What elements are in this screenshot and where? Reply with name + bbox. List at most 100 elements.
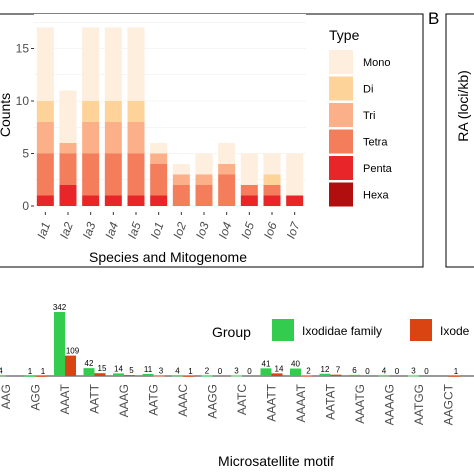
data-label-ixodidae: 342 <box>53 303 67 312</box>
bar-AGG-ixodidae <box>24 375 36 377</box>
panel-a-plot-area <box>34 14 306 212</box>
bar-Ia3-tri <box>82 122 100 154</box>
bar-Io6-tetra <box>263 185 281 196</box>
bar-Io6-mono <box>263 153 281 175</box>
bar-Io5-mono <box>240 153 258 185</box>
x-tick-label-Io7: Io7 <box>284 219 303 241</box>
bar-Ia2-tri <box>59 143 77 154</box>
data-label-ixode: 0 <box>247 367 252 376</box>
bar-Ia2-tetra <box>59 153 77 185</box>
bar-Io2-tri <box>172 174 190 185</box>
bar-Io7-mono <box>286 153 304 196</box>
panel-c-legend-title: Group <box>212 324 251 340</box>
bar-AATAT-ixode <box>330 374 342 376</box>
bar-Io4-tetra <box>218 174 236 206</box>
bar-AAAG-ixode <box>124 375 135 377</box>
panel-a-y-axis-title: Counts <box>0 93 13 137</box>
data-label-ixode: 3 <box>159 366 164 375</box>
bar-Ia4-tri <box>104 122 122 154</box>
bar-AATG-ixodidae <box>142 373 154 376</box>
data-label-ixodidae: 3 <box>411 366 416 375</box>
bar-AAATG-ixodidae <box>349 374 360 376</box>
x-tick-label-Io6: Io6 <box>261 220 280 241</box>
legend-label-hexa: Hexa <box>363 190 390 202</box>
data-label-ixodidae: 4 <box>0 366 3 375</box>
data-label-ixode: 0 <box>365 367 370 376</box>
y-tick-label: 5 <box>22 147 29 161</box>
bar-AAATT-ixodidae <box>260 368 272 376</box>
bar-AAAAT-ixode <box>301 375 312 377</box>
x-tick-label-AAATG: AAATG <box>353 384 367 424</box>
bar-AGG-ixode <box>35 375 47 377</box>
panel-a-gridlines <box>34 14 306 212</box>
bar-AATG-ixode <box>153 375 165 377</box>
data-label-ixodidae: 41 <box>262 359 271 368</box>
x-tick-label-AAAC: AAAC <box>176 384 190 417</box>
panel-a-y-ticks: 0 5 10 15 <box>16 42 34 213</box>
data-label-ixodidae: 14 <box>114 364 123 373</box>
bar-AATT-ixode <box>94 373 106 376</box>
bar-Io4-mono <box>218 143 236 164</box>
x-tick-label-AAAG: AAAG <box>117 384 131 417</box>
x-tick-label-AAAAG: AAAAG <box>383 384 397 425</box>
bar-Ia1-penta <box>36 195 54 206</box>
panel-a-legend-title: Type <box>329 27 360 43</box>
data-label-ixodidae: 42 <box>85 359 94 368</box>
data-label-ixodidae: 3 <box>234 366 239 375</box>
x-tick-label-Ia2: Ia2 <box>57 220 76 241</box>
x-tick-label-AATGG: AATGG <box>412 384 426 425</box>
panel-a: 0 5 10 15 Ia1 Ia2 Ia3 Ia4 Ia5 Io1 Io2 Io3 Io4 Io5 Io6… <box>0 13 424 268</box>
data-label-ixode: 5 <box>129 366 134 375</box>
panel-a-x-ticks: Ia1 Ia2 Ia3 Ia4 Ia5 Io1 Io2 Io3 Io4 Io5 Io6 Io7 <box>34 212 303 241</box>
bar-Io1-tetra <box>150 164 168 196</box>
bar-Ia1-tetra <box>36 153 54 196</box>
bar-Ia1-tri <box>36 122 54 154</box>
data-label-ixodidae: 1 <box>28 367 33 376</box>
bar-AATC-ixodidae <box>231 375 242 377</box>
bar-AAAC-ixodidae <box>172 375 183 377</box>
legend-label-tetra: Tetra <box>363 137 388 149</box>
bar-Io7-penta <box>286 195 304 206</box>
x-tick-label-AAGG: AAGG <box>206 384 220 419</box>
bar-Ia4-penta <box>104 195 122 206</box>
bar-AAAAG-ixodidae <box>378 375 390 377</box>
legend-swatch-ixode <box>410 319 432 341</box>
data-label-ixodidae: 2 <box>205 367 210 376</box>
bar-Ia3-di <box>82 101 100 122</box>
bar-Io3-tri <box>195 174 213 185</box>
bar-Ia4-di <box>104 101 122 122</box>
bar-Io5-tetra <box>240 185 258 196</box>
bar-AAG-ixodidae <box>0 375 6 377</box>
panel-b-y-axis-title: RA (loci/kb) <box>455 70 471 142</box>
bar-Ia5-mono <box>127 27 145 101</box>
panel-a-bars <box>36 27 304 206</box>
legend-swatch-mono <box>329 50 353 74</box>
legend-swatch-tetra <box>329 129 353 154</box>
data-label-ixode: 0 <box>218 367 223 376</box>
data-label-ixode: 14 <box>275 364 284 373</box>
legend-label-ixode: Ixode <box>440 324 470 338</box>
x-tick-label-Ia1: Ia1 <box>34 220 53 240</box>
bar-AATGG-ixodidae <box>408 375 419 377</box>
data-label-ixodidae: 40 <box>291 360 300 369</box>
data-label-ixode: 15 <box>98 364 107 373</box>
panel-c-legend: Group Ixodidae family Ixode <box>212 319 470 341</box>
bar-Ia4-tetra <box>104 153 122 196</box>
data-label-ixode: 7 <box>336 366 341 375</box>
x-tick-label-Ia3: Ia3 <box>80 220 99 241</box>
legend-swatch-penta <box>329 156 353 180</box>
x-tick-label-Io2: Io2 <box>170 220 189 241</box>
bar-Ia1-di <box>36 101 54 122</box>
bar-AAAC-ixode <box>183 375 194 377</box>
legend-label-ixodidae: Ixodidae family <box>302 324 382 338</box>
data-label-ixodidae: 4 <box>382 366 387 375</box>
bar-Ia5-tetra <box>127 153 145 196</box>
panel-c-x-axis-title: Microsatellite motif <box>218 453 334 469</box>
legend-label-penta: Penta <box>363 163 393 175</box>
data-label-ixode: 2 <box>306 367 311 376</box>
panel-c-x-ticks: AAG AGG AAAT AATT AAAG AATG AAAC AAGG AATC AAATT A… <box>0 383 456 425</box>
bar-Io3-tetra <box>195 185 213 206</box>
bar-Ia2-penta <box>59 185 77 206</box>
